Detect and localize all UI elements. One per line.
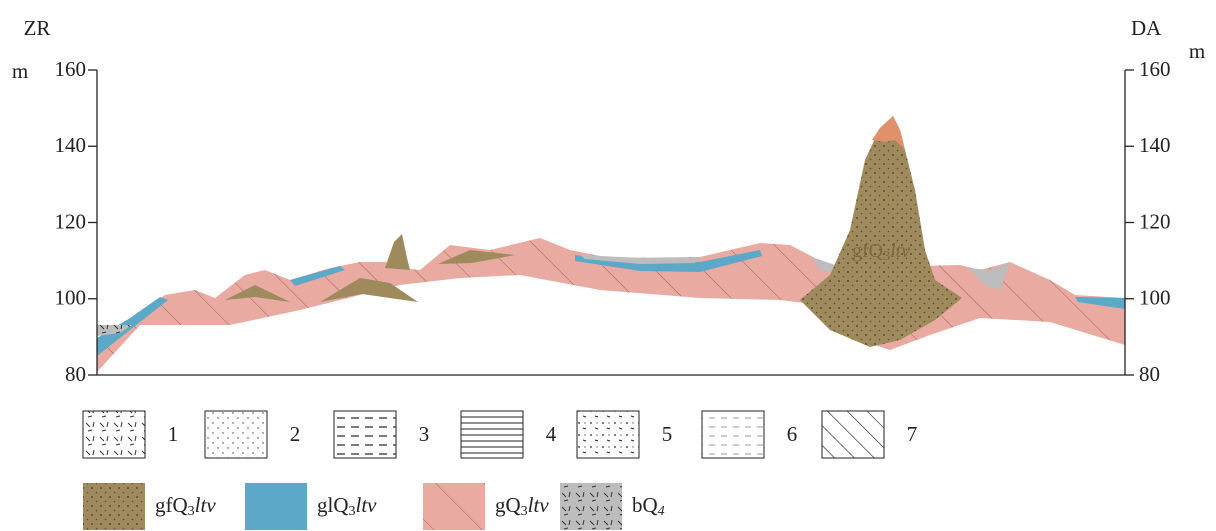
left-axis-unit: m [12,59,28,83]
label-code: gfQ [852,240,884,262]
label-sub: 3 [521,504,528,519]
label-sub: 3 [883,249,890,264]
tick-label: 100 [1139,286,1171,310]
left-axis-label: ZR [24,16,51,40]
legend-number: 1 [168,422,179,446]
legend-swatch [702,411,764,458]
legend-number: 7 [907,422,918,446]
tick-label: 140 [1139,133,1171,157]
legend-swatch [577,411,639,458]
right-axis-unit: m [1189,39,1205,63]
label-age: ltv [890,240,910,262]
label-sub: 3 [349,504,356,519]
legend-swatch [334,411,396,458]
label-code: gQ [495,493,521,517]
legend-swatch [83,411,145,458]
label-age: ltv [195,493,217,517]
legend-swatch-pattern [560,483,622,530]
tick-label: 80 [65,362,86,386]
tick-label: 120 [55,209,87,233]
legend-label: gfQ3ltv [155,493,216,519]
legend-swatch [461,411,523,458]
section [97,70,1125,375]
label-age: ltv [356,493,378,517]
legend-swatch-pattern [423,483,485,530]
legend-number: 6 [787,422,798,446]
section-label: gfQ3ltv [852,240,910,265]
tick-label: 120 [1139,209,1171,233]
legend-number: 5 [662,422,673,446]
legend-swatch [822,411,884,458]
legend-swatch [245,483,307,530]
tick-label: 160 [1139,57,1171,81]
label-sub: 3 [188,504,195,519]
legend-number: 2 [290,422,301,446]
legend-swatch [205,411,267,458]
legend-label: bQ4 [632,493,665,519]
tick-label: 100 [55,286,87,310]
label-code: bQ [632,493,658,517]
legend-label: gQ3ltv [495,493,549,519]
tick-label: 160 [55,57,87,81]
glaciofluvial-hill [800,116,962,347]
tick-label: 140 [55,133,87,157]
right-axis-label: DA [1131,16,1162,40]
legend-label: glQ3ltv [317,493,377,519]
label-age: ltv [528,493,550,517]
label-code: gfQ [155,493,188,517]
label-sub: 4 [658,504,665,519]
legend-number: 3 [419,422,430,446]
legend-number: 4 [546,422,557,446]
tick-label: 80 [1139,362,1160,386]
label-code: glQ [317,493,349,517]
cross-section-figure: ZR DA m m gfQ3ltv 8010012014016080100120… [0,0,1216,531]
legend-swatch-pattern [83,483,145,530]
glaciofluvial-lens [385,234,410,270]
